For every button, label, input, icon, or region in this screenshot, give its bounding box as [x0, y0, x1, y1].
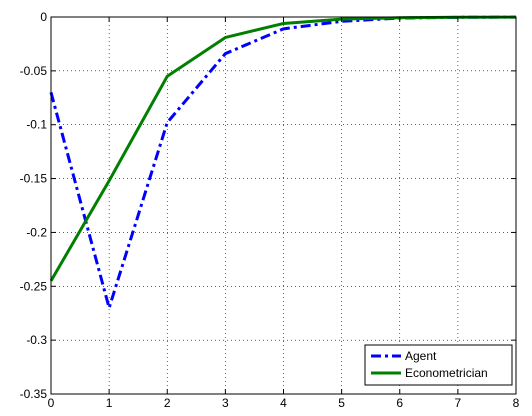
y-tick-label: -0.35 — [20, 387, 48, 401]
legend: Agent Econometrician — [364, 344, 513, 386]
y-tick-label: -0.15 — [20, 172, 48, 186]
y-tick-label: -0.25 — [20, 279, 48, 293]
y-tick-label: -0.05 — [20, 64, 48, 78]
legend-box — [364, 344, 513, 386]
grid-lines — [51, 17, 516, 394]
y-tick-label: 0 — [40, 10, 47, 24]
x-tick-label: 5 — [338, 396, 345, 410]
x-tick-label: 7 — [455, 396, 462, 410]
x-tick-label: 3 — [222, 396, 229, 410]
x-tick-label: 2 — [164, 396, 171, 410]
legend-label-econometrician: Econometrician — [405, 366, 488, 380]
y-tick-label: -0.3 — [26, 333, 47, 347]
x-tick-label: 0 — [48, 396, 55, 410]
x-tick-label: 6 — [396, 396, 403, 410]
legend-label-agent: Agent — [405, 349, 437, 363]
series-line-agent — [49, 15, 517, 314]
x-tick-label: 1 — [106, 396, 113, 410]
x-tick-label: 8 — [513, 396, 520, 410]
x-tick-label: 4 — [280, 396, 287, 410]
y-tick-label: -0.1 — [26, 118, 47, 132]
y-tick-label: -0.2 — [26, 225, 47, 239]
